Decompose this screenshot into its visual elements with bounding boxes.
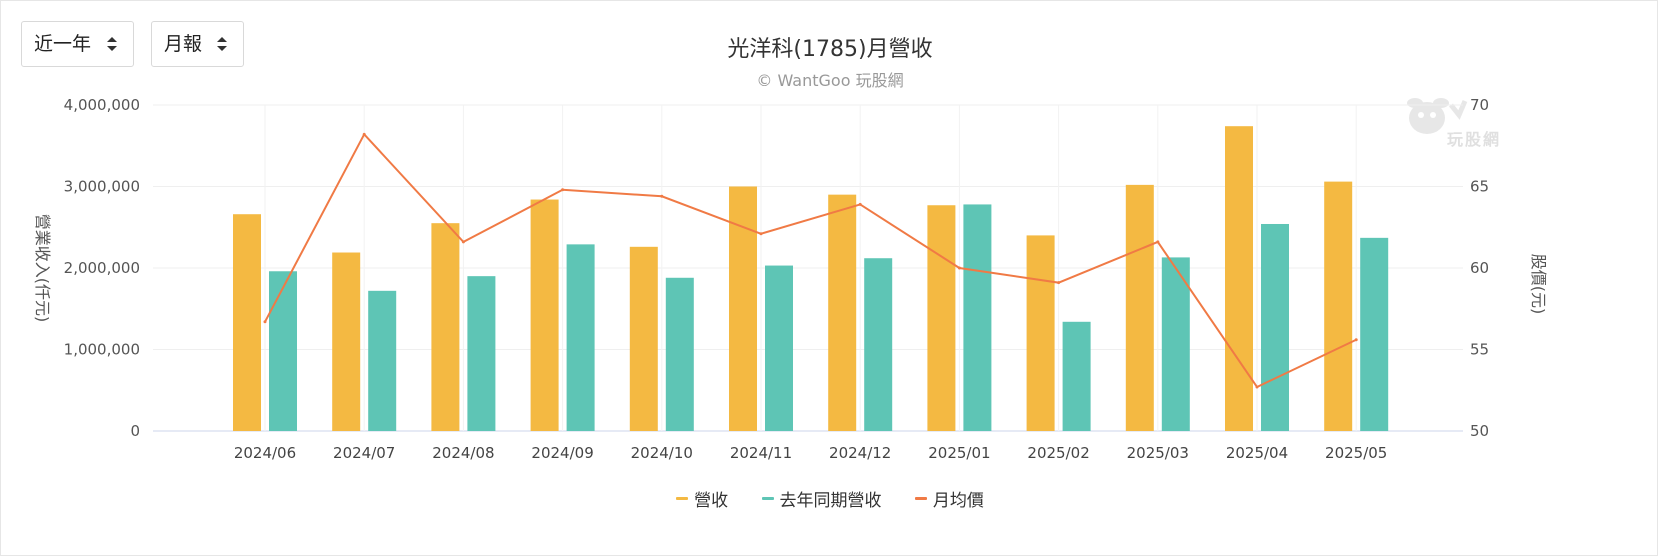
x-tick-label: 2024/11 bbox=[730, 444, 792, 462]
point-monthly-avg-price bbox=[1057, 281, 1061, 285]
point-monthly-avg-price bbox=[957, 266, 961, 270]
chart-subtitle: © WantGoo 玩股網 bbox=[756, 71, 904, 90]
chart-title: 光洋科(1785)月營收 bbox=[727, 37, 933, 62]
legend-item-revenue[interactable]: 營收 bbox=[676, 486, 728, 511]
y2-tick-label: 70 bbox=[1470, 96, 1489, 114]
period-select-label: 月報 bbox=[164, 33, 203, 55]
x-tick-label: 2025/02 bbox=[1027, 444, 1089, 462]
point-monthly-avg-price bbox=[660, 194, 664, 198]
point-monthly-avg-price bbox=[1354, 338, 1358, 342]
bar-last-year-revenue bbox=[566, 244, 595, 431]
point-monthly-avg-price bbox=[362, 132, 366, 136]
y-tick-label: 3,000,000 bbox=[64, 178, 140, 196]
bar-revenue bbox=[927, 205, 956, 431]
legend-swatch-revenue bbox=[676, 497, 689, 500]
y2-tick-label: 50 bbox=[1470, 422, 1489, 440]
bar-last-year-revenue bbox=[368, 290, 397, 431]
watermark-text: 玩股網 bbox=[1447, 130, 1502, 149]
bar-last-year-revenue bbox=[1161, 257, 1190, 431]
sort-caret-icon bbox=[107, 37, 117, 51]
bar-last-year-revenue bbox=[1360, 237, 1389, 431]
y2-tick-label: 55 bbox=[1470, 341, 1489, 359]
point-monthly-avg-price bbox=[858, 202, 862, 206]
point-monthly-avg-price bbox=[759, 232, 763, 236]
bar-revenue bbox=[1125, 184, 1154, 431]
y-axis-label: 營業收入(仟元) bbox=[33, 214, 52, 323]
legend-item-last-year-revenue[interactable]: 去年同期營收 bbox=[761, 486, 882, 511]
x-tick-label: 2024/08 bbox=[432, 444, 494, 462]
x-tick-label: 2024/09 bbox=[531, 444, 593, 462]
x-tick-label: 2025/01 bbox=[928, 444, 990, 462]
legend-label-monthly-avg-price: 月均價 bbox=[932, 491, 984, 511]
legend-item-monthly-avg-price[interactable]: 月均價 bbox=[914, 486, 984, 511]
bar-revenue bbox=[1324, 181, 1353, 431]
x-tick-label: 2025/04 bbox=[1226, 444, 1288, 462]
bar-last-year-revenue bbox=[665, 277, 694, 431]
bar-last-year-revenue bbox=[963, 204, 992, 431]
legend-swatch-monthly-avg-price bbox=[914, 497, 927, 500]
legend-label-last-year-revenue: 去年同期營收 bbox=[779, 491, 882, 511]
y-tick-label: 4,000,000 bbox=[64, 96, 140, 114]
x-tick-label: 2025/03 bbox=[1127, 444, 1189, 462]
bar-last-year-revenue bbox=[765, 265, 793, 431]
chart-legend: 營收 去年同期營收 月均價 bbox=[1, 485, 1658, 511]
bar-revenue bbox=[233, 214, 261, 431]
range-select[interactable]: 近一年 bbox=[21, 21, 134, 67]
bar-last-year-revenue bbox=[1261, 223, 1289, 431]
y-tick-label: 1,000,000 bbox=[64, 341, 140, 359]
bar-revenue bbox=[1026, 235, 1055, 431]
point-monthly-avg-price bbox=[1255, 385, 1259, 389]
legend-swatch-last-year-revenue bbox=[761, 497, 774, 500]
bar-revenue bbox=[530, 199, 559, 431]
bar-last-year-revenue bbox=[1062, 321, 1091, 431]
x-tick-label: 2024/07 bbox=[333, 444, 395, 462]
x-tick-label: 2024/10 bbox=[631, 444, 693, 462]
x-tick-label: 2024/06 bbox=[234, 444, 296, 462]
y-tick-label: 0 bbox=[130, 422, 140, 440]
bar-revenue bbox=[629, 246, 658, 431]
bar-revenue bbox=[828, 194, 857, 431]
bar-last-year-revenue bbox=[864, 258, 893, 431]
point-monthly-avg-price bbox=[561, 188, 565, 192]
revenue-chart: 4,000,000 3,000,000 2,000,000 1,000,000 0 70 6… bbox=[33, 96, 1548, 462]
point-monthly-avg-price bbox=[1156, 240, 1160, 244]
line-monthly-avg-price bbox=[264, 132, 1357, 389]
bar-revenue bbox=[1225, 126, 1253, 431]
y2-axis-label: 股價(元) bbox=[1529, 254, 1548, 315]
bar-last-year-revenue bbox=[467, 276, 496, 431]
bar-last-year-revenue bbox=[269, 271, 297, 431]
sort-caret-icon bbox=[217, 37, 227, 51]
bar-revenue bbox=[431, 223, 460, 431]
y2-tick-label: 60 bbox=[1470, 259, 1489, 277]
range-select-label: 近一年 bbox=[34, 33, 92, 55]
bar-revenue bbox=[332, 252, 361, 431]
y-tick-label: 2,000,000 bbox=[64, 259, 140, 277]
point-monthly-avg-price bbox=[461, 240, 465, 244]
point-monthly-avg-price bbox=[263, 320, 267, 324]
legend-label-revenue: 營收 bbox=[694, 491, 729, 511]
y2-tick-label: 65 bbox=[1470, 178, 1489, 196]
x-tick-label: 2024/12 bbox=[829, 444, 891, 462]
period-select[interactable]: 月報 bbox=[151, 21, 244, 67]
x-tick-label: 2025/05 bbox=[1325, 444, 1387, 462]
